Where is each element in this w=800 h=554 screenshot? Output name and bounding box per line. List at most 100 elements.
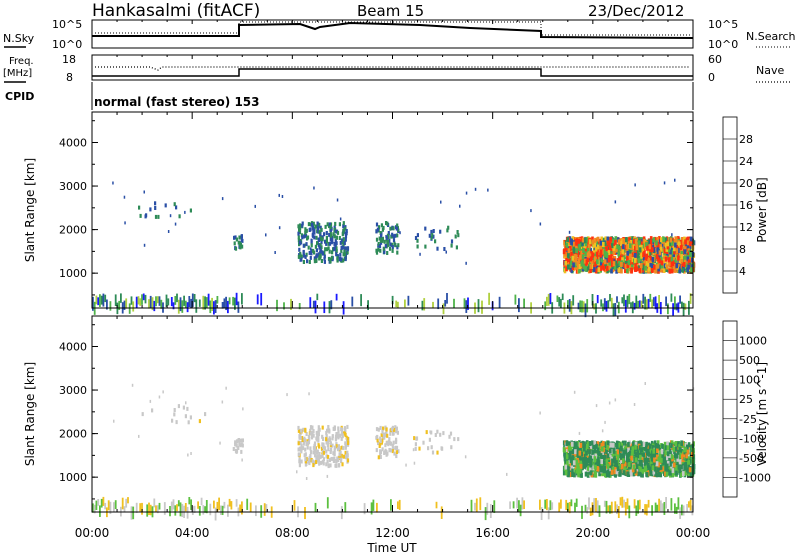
x-tick-label: 12:00	[375, 526, 410, 540]
data-cell	[572, 441, 576, 446]
data-cell	[325, 231, 328, 235]
data-cell	[607, 472, 611, 478]
data-cell	[191, 506, 194, 516]
data-cell	[568, 242, 571, 248]
x-tick-label: 00:00	[676, 526, 711, 540]
data-cell	[386, 433, 389, 438]
data-cell	[678, 258, 682, 264]
data-cell	[123, 300, 126, 310]
data-cell	[311, 232, 314, 237]
data-cell	[571, 472, 574, 477]
data-cell	[622, 250, 626, 256]
data-cell	[565, 245, 568, 251]
data-cell	[640, 463, 644, 469]
data-cell	[582, 301, 585, 313]
data-cell	[673, 462, 676, 468]
data-cell	[313, 441, 317, 446]
data-cell	[242, 407, 244, 411]
data-cell	[618, 442, 621, 448]
data-cell	[589, 259, 593, 265]
data-cell	[660, 237, 663, 243]
data-cell	[623, 468, 627, 474]
data-cell	[667, 257, 671, 263]
data-cell	[568, 299, 571, 312]
colorbar-tick-label: 28	[739, 133, 753, 146]
data-cell	[574, 502, 576, 512]
data-cell	[682, 262, 686, 267]
data-cell	[669, 461, 672, 467]
data-cell	[680, 254, 683, 260]
data-cell	[627, 260, 631, 266]
data-cell	[655, 466, 658, 472]
data-cell	[684, 262, 688, 268]
data-cell	[620, 262, 623, 267]
data-cell	[672, 255, 676, 261]
data-cell	[659, 267, 663, 273]
data-cell	[665, 458, 668, 464]
data-cell	[315, 248, 318, 253]
data-cell	[338, 257, 341, 262]
data-cell	[481, 300, 483, 314]
data-cell	[632, 238, 636, 244]
data-cell	[624, 247, 627, 253]
data-cell	[307, 434, 310, 439]
data-cell	[181, 300, 184, 313]
data-cell	[379, 238, 382, 243]
data-cell	[312, 450, 315, 455]
data-cell	[310, 243, 313, 248]
data-cell	[312, 221, 315, 226]
data-cell	[99, 294, 101, 307]
data-cell	[304, 459, 307, 464]
data-cell	[686, 236, 690, 242]
data-cell	[599, 249, 603, 255]
data-cell	[600, 299, 603, 307]
data-cell	[95, 295, 98, 305]
data-cell	[539, 499, 541, 510]
data-cell	[456, 230, 459, 234]
data-cell	[149, 504, 152, 516]
data-cell	[660, 263, 664, 269]
nave-tick-top: 60	[708, 53, 722, 66]
data-cell	[589, 263, 593, 269]
data-cell	[585, 444, 589, 449]
data-cell	[380, 236, 383, 241]
data-cell	[674, 296, 676, 310]
data-cell	[668, 260, 671, 266]
data-cell	[653, 264, 656, 270]
data-cell	[599, 240, 603, 246]
data-cell	[599, 245, 602, 251]
data-cell	[616, 449, 619, 455]
data-cell	[153, 300, 156, 312]
data-cell	[622, 449, 625, 455]
data-cell	[562, 440, 566, 446]
data-cell	[488, 292, 490, 305]
data-cell	[608, 401, 611, 405]
data-cell	[662, 237, 665, 243]
colorbar-tick-label: 100	[739, 374, 760, 387]
data-cell	[677, 464, 680, 470]
data-cell	[237, 301, 240, 313]
data-cell	[281, 195, 284, 198]
data-cell	[579, 300, 582, 313]
data-cell	[593, 303, 596, 310]
data-cell	[683, 252, 687, 258]
data-cell	[617, 258, 620, 264]
data-cell	[304, 462, 307, 467]
data-cell	[642, 445, 646, 451]
data-cell	[596, 466, 599, 471]
data-cell	[615, 460, 618, 466]
data-cell	[413, 461, 416, 465]
data-cell	[603, 250, 607, 256]
data-cell	[607, 264, 610, 270]
data-cell	[378, 444, 381, 448]
data-cell	[412, 448, 415, 452]
data-cell	[584, 238, 587, 244]
data-cell	[667, 470, 671, 476]
data-cell	[616, 458, 620, 464]
data-cell	[395, 446, 398, 451]
data-cell	[611, 267, 615, 273]
data-cell	[674, 236, 677, 242]
data-cell	[622, 244, 625, 250]
data-cell	[540, 507, 543, 520]
data-cell	[567, 441, 571, 447]
